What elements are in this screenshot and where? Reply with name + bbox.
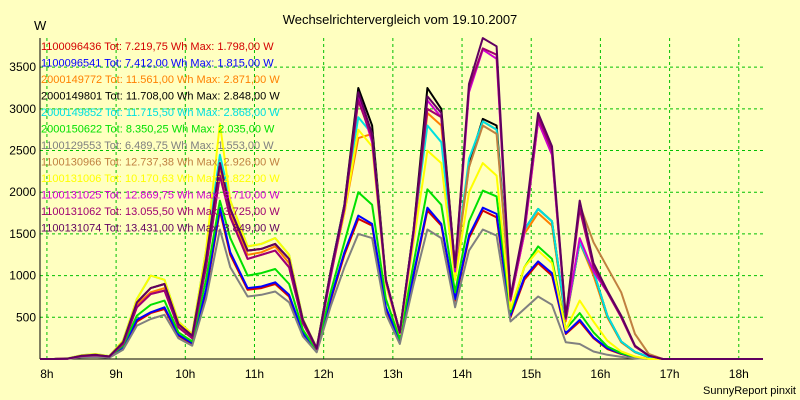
footer-credit: SunnyReport pinxit [703, 385, 796, 397]
x-tick-label: 12h [314, 367, 334, 381]
y-tick-label: 3500 [9, 60, 36, 74]
x-tick-label: 15h [521, 367, 541, 381]
x-tick-label: 14h [452, 367, 472, 381]
y-axis-label: W [34, 18, 47, 33]
series-line-7 [40, 228, 763, 360]
legend-entry-2: 1100096541 Tot: 7.412,00 Wh Max: 1.815,0… [41, 58, 274, 70]
grid [40, 38, 763, 359]
legend-entry-9: 1100131006 Tot: 10.170,63 Wh Max: 2.822,… [41, 173, 280, 185]
legend: 1100096436 Tot: 7.219,75 Wh Max: 1.798,0… [41, 41, 280, 235]
legend-entry-1: 1100096436 Tot: 7.219,75 Wh Max: 1.798,0… [41, 41, 274, 53]
legend-entry-11: 1100131062 Tot: 13.055,50 Wh Max: 3.725,… [41, 206, 280, 218]
x-tick-label: 18h [729, 367, 749, 381]
legend-entry-7: 1100129553 Tot: 6.489,75 Wh Max: 1.553,0… [41, 140, 274, 152]
legend-entry-4: 2000149801 Tot: 11.708,00 Wh Max: 2.848,… [41, 91, 280, 103]
x-tick-label: 16h [590, 367, 610, 381]
x-tick-label: 9h [109, 367, 122, 381]
legend-entry-8: 1100130966 Tot: 12.737,38 Wh Max: 2.926,… [41, 157, 280, 169]
y-tick-label: 1500 [9, 227, 36, 241]
axes: 500 1000 1500 2000 2500 3000 3500 8h 9h 10h 11h 12h… [9, 38, 763, 381]
y-tick-label: 1000 [9, 269, 36, 283]
y-tick-label: 500 [16, 310, 36, 324]
series-lines [40, 37, 763, 360]
legend-entry-10: 1100131025 Tot: 12.869,75 Wh Max: 3.710,… [41, 190, 280, 202]
legend-entry-12: 1100131074 Tot: 13.431,00 Wh Max: 3.849,… [41, 223, 280, 235]
x-tick-label: 8h [40, 367, 53, 381]
x-tick-label: 17h [660, 367, 680, 381]
legend-entry-3: 2000149772 Tot: 11.561,00 Wh Max: 2.871,… [41, 74, 280, 86]
chart-title: Wechselrichtervergleich vom 19.10.2007 [283, 12, 518, 27]
x-tick-label: 11h [245, 367, 264, 381]
x-tick-label: 13h [383, 367, 403, 381]
y-tick-label: 2000 [9, 185, 36, 199]
series-line-12 [40, 37, 763, 360]
y-tick-label: 2500 [9, 144, 36, 158]
legend-entry-6: 2000150622 Tot: 8.350,25 Wh Max: 2.035,0… [41, 124, 275, 136]
legend-entry-5: 2000149852 Tot: 11.715,50 Wh Max: 2.868,… [41, 107, 280, 119]
x-tick-label: 10h [175, 367, 195, 381]
y-tick-label: 3000 [9, 102, 36, 116]
